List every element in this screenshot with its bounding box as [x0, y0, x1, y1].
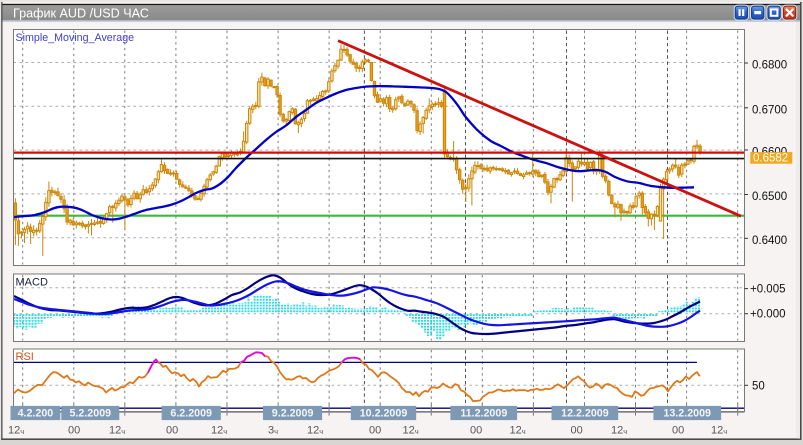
svg-text:12ч: 12ч: [109, 425, 125, 437]
svg-text:00: 00: [166, 425, 178, 437]
svg-text:+0.005: +0.005: [750, 284, 786, 296]
svg-text:11.2.2009: 11.2.2009: [460, 408, 507, 420]
svg-text:12ч: 12ч: [611, 425, 627, 437]
svg-text:9.2.2009: 9.2.2009: [272, 408, 314, 420]
svg-text:0.6582: 0.6582: [753, 153, 788, 165]
svg-text:6.2.2009: 6.2.2009: [170, 408, 212, 420]
svg-text:0.6800: 0.6800: [752, 60, 787, 72]
svg-text:12ч: 12ч: [8, 425, 24, 437]
svg-text:00: 00: [369, 425, 381, 437]
svg-text:12ч: 12ч: [403, 425, 419, 437]
svg-text:+0.000: +0.000: [750, 309, 786, 321]
svg-text:12ч: 12ч: [211, 425, 227, 437]
svg-text:12.2.2009: 12.2.2009: [561, 408, 609, 420]
svg-text:13.2.2009: 13.2.2009: [663, 408, 711, 420]
svg-text:График AUD /USD ЧАС: График AUD /USD ЧАС: [13, 6, 149, 20]
svg-text:00: 00: [470, 425, 482, 437]
svg-text:50: 50: [752, 380, 765, 392]
svg-text:0.6500: 0.6500: [752, 191, 787, 203]
svg-text:10.2.2009: 10.2.2009: [360, 408, 408, 420]
svg-text:00: 00: [672, 425, 684, 437]
svg-text:12ч: 12ч: [711, 425, 727, 437]
svg-text:0.6400: 0.6400: [752, 235, 787, 247]
svg-text:RSI: RSI: [16, 351, 34, 363]
svg-text:3ч: 3ч: [268, 425, 278, 437]
svg-text:5.2.2009: 5.2.2009: [69, 408, 111, 420]
svg-text:00: 00: [68, 425, 80, 437]
svg-text:4.2.200: 4.2.200: [18, 408, 54, 420]
svg-text:12ч: 12ч: [307, 425, 323, 437]
svg-text:00: 00: [571, 425, 583, 437]
svg-text:Simple_Moving_Average: Simple_Moving_Average: [16, 32, 135, 44]
svg-text:0.6700: 0.6700: [752, 104, 787, 116]
svg-text:MACD: MACD: [16, 277, 48, 289]
svg-text:12ч: 12ч: [510, 425, 526, 437]
